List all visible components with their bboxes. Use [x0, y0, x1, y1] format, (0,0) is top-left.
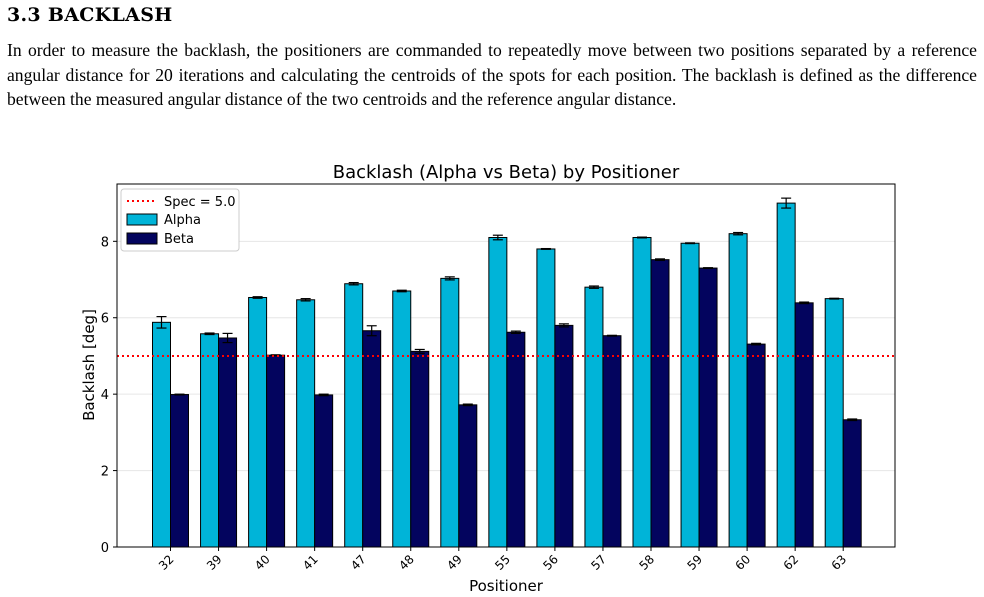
y-tick-label: 6 [101, 312, 109, 327]
plot-frame [116, 183, 896, 548]
bar-alpha [392, 290, 412, 548]
legend-alpha-swatch [126, 213, 158, 226]
bar-alpha [728, 233, 748, 548]
bar-beta [842, 419, 862, 548]
legend-spec-label: Spec = 5.0 [164, 195, 235, 210]
x-tick-label: 60 [733, 552, 754, 573]
x-axis-label: Positioner [469, 577, 544, 595]
y-tick-label: 4 [101, 388, 109, 403]
bar-beta [362, 330, 382, 548]
bar-beta [458, 404, 478, 548]
bar-alpha [776, 202, 796, 548]
bar-alpha [296, 299, 316, 548]
x-tick-label: 55 [492, 552, 513, 573]
bar-beta [794, 302, 814, 548]
legend-beta-label: Beta [164, 232, 194, 247]
section-heading: 3.3 BACKLASH [7, 4, 173, 26]
x-tick-label: 57 [588, 552, 609, 573]
bar-alpha [344, 283, 364, 548]
bar-alpha [536, 248, 556, 548]
y-axis-label: Backlash [deg] [80, 309, 98, 421]
body-paragraph: In order to measure the backlash, the po… [7, 40, 977, 110]
bar-alpha [248, 296, 268, 548]
bar-beta [554, 324, 574, 548]
backlash-bar-chart: Backlash (Alpha vs Beta) by Positioner 0… [80, 162, 896, 595]
legend-beta-swatch [126, 232, 158, 245]
y-tick-label: 0 [101, 541, 109, 556]
bar-beta [266, 354, 286, 548]
bars [152, 197, 862, 548]
bar-beta [650, 259, 670, 548]
bar-alpha [680, 242, 700, 548]
bar-alpha [584, 286, 604, 548]
x-tick-label: 32 [156, 552, 177, 573]
x-tick-label: 49 [444, 552, 465, 573]
x-tick-label: 40 [252, 552, 273, 573]
bar-beta [698, 267, 718, 548]
x-tick-label: 56 [540, 552, 561, 573]
x-tick-label: 39 [204, 552, 225, 573]
x-tick-label: 58 [636, 552, 657, 573]
bar-beta [170, 394, 189, 548]
bar-beta [506, 331, 526, 548]
bar-beta [602, 335, 622, 548]
bar-beta [314, 394, 334, 548]
x-tick-label: 48 [396, 552, 417, 573]
bar-beta [218, 337, 238, 548]
x-tick-label: 63 [829, 552, 850, 573]
bar-alpha [632, 236, 652, 548]
chart-legend: Spec = 5.0 Alpha Beta [120, 188, 240, 252]
bar-alpha [488, 236, 508, 548]
bar-alpha [440, 277, 460, 548]
legend-alpha-label: Alpha [164, 213, 201, 228]
chart-title: Backlash (Alpha vs Beta) by Positioner [333, 162, 680, 183]
x-tick-label: 47 [348, 552, 369, 573]
x-tick-label: 41 [300, 552, 321, 573]
bar-beta [410, 350, 430, 548]
y-tick-label: 2 [101, 465, 109, 480]
x-tick-label: 59 [684, 552, 705, 573]
y-tick-label: 8 [101, 235, 109, 250]
bar-alpha [200, 333, 220, 548]
x-tick-label: 62 [781, 552, 802, 573]
bar-beta [746, 343, 766, 548]
bar-alpha [824, 298, 844, 548]
